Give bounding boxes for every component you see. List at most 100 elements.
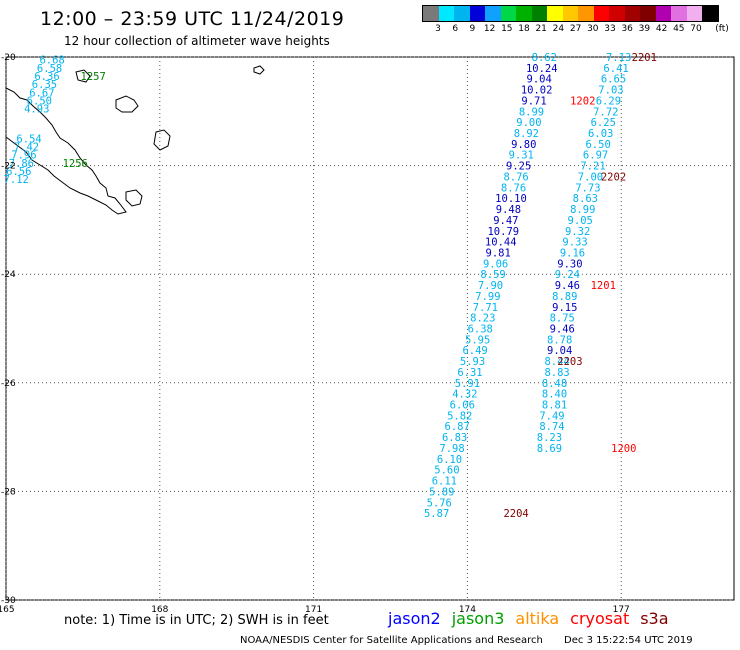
lat-tick-label: -30 bbox=[1, 596, 16, 606]
wave-height-value: 4.32 bbox=[452, 389, 477, 401]
wave-height-value: 6.41 bbox=[603, 63, 628, 75]
color-scale-ticks: (ft) 3 6 9 12 15 18 21 24 27 30 33 36 39 42 45 70 bbox=[422, 24, 729, 38]
wave-height-value: 6.11 bbox=[432, 476, 457, 488]
scale-tick-label: 12 bbox=[483, 24, 496, 34]
scale-swatch bbox=[671, 6, 687, 21]
scale-tick-label: 45 bbox=[673, 24, 685, 34]
scale-unit: (ft) bbox=[715, 24, 729, 34]
wave-height-value: 8.23 bbox=[537, 432, 562, 444]
scale-tick-label: 15 bbox=[501, 24, 513, 34]
wave-height-value: 9.80 bbox=[511, 139, 536, 151]
scale-swatch bbox=[438, 6, 454, 21]
wave-height-value: 7.96 bbox=[11, 150, 36, 162]
wave-height-value: 7.13 bbox=[606, 52, 631, 64]
scale-tick-label: 9 bbox=[469, 24, 476, 34]
wave-height-value: 7.90 bbox=[478, 280, 503, 292]
wave-height-value: 9.25 bbox=[506, 161, 531, 173]
wave-height-value: 8.89 bbox=[552, 291, 577, 303]
wave-height-value: 9.47 bbox=[493, 215, 518, 227]
islet-1 bbox=[253, 65, 265, 75]
scale-swatch bbox=[423, 6, 439, 21]
wave-height-value: 6.49 bbox=[462, 345, 487, 357]
wave-height-value: 9.24 bbox=[555, 269, 580, 281]
scale-tick-label: 70 bbox=[690, 24, 702, 34]
wave-height-value: 4.93 bbox=[24, 104, 49, 116]
legend-jason2: jason2 bbox=[388, 609, 441, 628]
wave-height-value: 6.38 bbox=[468, 324, 493, 336]
wave-height-value: 10.44 bbox=[485, 237, 517, 249]
wave-height-value: 7.72 bbox=[593, 106, 618, 118]
wave-height-value: 8.63 bbox=[573, 193, 598, 205]
wave-height-value: 9.46 bbox=[555, 280, 580, 292]
scale-tick-label: 42 bbox=[655, 24, 668, 34]
wave-height-value: 6.35 bbox=[32, 79, 57, 91]
wave-height-value: 8.76 bbox=[503, 171, 528, 183]
wave-height-value: 9.04 bbox=[547, 345, 572, 357]
scale-swatch bbox=[686, 6, 702, 21]
scale-tick-label: 30 bbox=[587, 24, 599, 34]
wave-height-value: 7.42 bbox=[14, 142, 39, 154]
scale-tick-label: 36 bbox=[621, 24, 633, 34]
wave-height-value: 6.36 bbox=[34, 71, 59, 83]
wave-height-value: 9.81 bbox=[486, 247, 511, 259]
wave-height-value: 6.97 bbox=[583, 150, 608, 162]
wave-height-value: 7.99 bbox=[475, 291, 500, 303]
pass-time-label: 1257 bbox=[81, 71, 106, 83]
scale-swatch bbox=[500, 6, 516, 21]
wave-height-value: 7.03 bbox=[598, 85, 623, 97]
legend-altika: altika bbox=[515, 609, 560, 628]
scale-swatch bbox=[469, 6, 485, 21]
wave-height-value: 6.25 bbox=[591, 117, 616, 129]
color-scale: (ft) 3 6 9 12 15 18 21 24 27 30 33 36 39 42 45 70 bbox=[422, 5, 729, 38]
wave-height-value: 9.16 bbox=[560, 247, 585, 259]
wave-height-value: 7.00 bbox=[578, 171, 603, 183]
wave-height-value: 9.04 bbox=[527, 74, 552, 86]
wave-height-value: 6.65 bbox=[601, 74, 626, 86]
wave-height-value: 9.48 bbox=[496, 204, 521, 216]
wave-height-value: 7.12 bbox=[4, 174, 29, 186]
pass-time-label: 2202 bbox=[601, 171, 626, 183]
scale-tick-label: 33 bbox=[604, 24, 616, 34]
wave-height-value: 6.87 bbox=[445, 421, 470, 433]
wave-height-value: 6.67 bbox=[29, 87, 54, 99]
wave-height-value: 8.40 bbox=[542, 389, 567, 401]
scale-swatch bbox=[655, 6, 671, 21]
lat-tick-label: -22 bbox=[1, 162, 16, 172]
wave-height-value: 8.99 bbox=[570, 204, 595, 216]
wave-height-value: 8.48 bbox=[542, 378, 567, 390]
wave-height-value: 9.31 bbox=[509, 150, 534, 162]
wave-height-value: 6.10 bbox=[437, 454, 462, 466]
wave-height-value: 8.74 bbox=[539, 421, 564, 433]
scale-tick-label: 3 bbox=[435, 24, 441, 34]
wave-height-value: 9.46 bbox=[550, 324, 575, 336]
wave-height-value: 8.75 bbox=[550, 313, 575, 325]
legend-cryosat: cryosat bbox=[570, 609, 630, 628]
scale-swatch bbox=[516, 6, 532, 21]
wave-height-value: 6.03 bbox=[588, 128, 613, 140]
pass-time-label: 2203 bbox=[557, 356, 582, 368]
wave-height-value: 6.56 bbox=[6, 166, 31, 178]
wave-height-value: 8.59 bbox=[480, 269, 505, 281]
loyalty-island-1 bbox=[115, 95, 139, 113]
wave-height-value: 7.71 bbox=[473, 302, 498, 314]
lon-tick-label: 174 bbox=[459, 605, 476, 615]
loyalty-island-2 bbox=[153, 129, 171, 151]
legend-s3a: s3a bbox=[640, 609, 669, 628]
wave-height-value: 6.50 bbox=[585, 139, 610, 151]
wave-height-value: 7.49 bbox=[539, 410, 564, 422]
wave-height-labels: 7.136.416.657.036.297.726.256.036.506.97… bbox=[4, 52, 657, 520]
wave-height-value: 10.24 bbox=[526, 63, 558, 75]
wave-height-value: 5.91 bbox=[455, 378, 480, 390]
loyalty-island-3 bbox=[125, 189, 143, 207]
wave-height-value: 7.98 bbox=[439, 443, 464, 455]
scale-swatch bbox=[485, 6, 501, 21]
pass-time-label: 1256 bbox=[63, 158, 88, 170]
lon-tick-label: 168 bbox=[151, 605, 168, 615]
wave-height-value: 8.78 bbox=[547, 334, 572, 346]
wave-height-value: 5.87 bbox=[424, 508, 449, 520]
wave-height-value: 8.83 bbox=[544, 367, 569, 379]
scale-swatch bbox=[624, 6, 640, 21]
footer-credit: NOAA/NESDIS Center for Satellite Applica… bbox=[240, 635, 543, 646]
scale-swatch bbox=[609, 6, 625, 21]
